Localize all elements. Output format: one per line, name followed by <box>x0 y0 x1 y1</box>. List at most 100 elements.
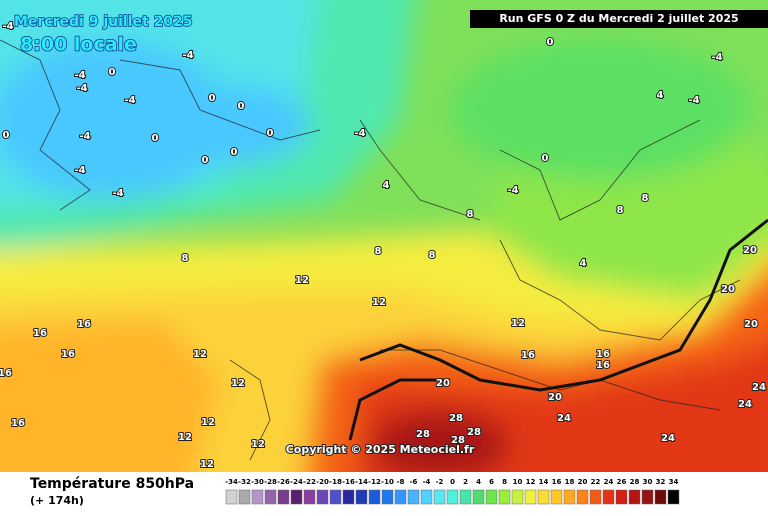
contour-label: 24 <box>661 433 675 444</box>
contour-label: 24 <box>738 399 752 410</box>
legend-swatch <box>277 489 290 505</box>
lead-time: (+ 174h) <box>30 494 84 507</box>
contour-label: 0 <box>209 93 216 104</box>
legend-tick-label: 16 <box>552 478 562 486</box>
legend-tick-label: 20 <box>578 478 588 486</box>
legend-swatch <box>329 489 342 505</box>
legend-swatch <box>589 489 602 505</box>
run-banner <box>470 10 768 28</box>
contour-label: -4 <box>74 165 85 176</box>
legend-tick-label: 14 <box>539 478 549 486</box>
legend-tick-label: -12 <box>368 478 381 486</box>
contour-label: 28 <box>416 429 430 440</box>
valid-date: Mercredi 9 juillet 2025 <box>14 14 193 30</box>
contour-label: -4 <box>76 83 87 94</box>
contour-label: 16 <box>596 349 610 360</box>
legend-tick-label: 28 <box>630 478 640 486</box>
legend-tick-label: 34 <box>669 478 679 486</box>
contour-label: 12 <box>178 432 192 443</box>
legend-swatch <box>264 489 277 505</box>
contour-label: 16 <box>11 418 25 429</box>
contour-label: 0 <box>3 130 10 141</box>
legend-swatch <box>238 489 251 505</box>
legend-swatch <box>420 489 433 505</box>
legend-swatch <box>251 489 264 505</box>
contour-label: 0 <box>109 67 116 78</box>
contour-label: 8 <box>642 193 649 204</box>
legend-tick-label: -8 <box>397 478 405 486</box>
contour-label: 0 <box>152 133 159 144</box>
legend-tick-label: -22 <box>303 478 316 486</box>
legend-swatch <box>615 489 628 505</box>
contour-label: 12 <box>372 297 386 308</box>
legend-tick-label: -30 <box>251 478 264 486</box>
legend-swatch <box>576 489 589 505</box>
contour-label: 24 <box>752 382 766 393</box>
color-legend: -34 -32 -30 -28 -26 -24 -22 -20 -18 -16 -14 -12 -10-… <box>225 478 680 505</box>
contour-label: 12 <box>200 459 214 470</box>
legend-swatch <box>303 489 316 505</box>
contour-label: -4 <box>79 131 90 142</box>
legend-swatch <box>446 489 459 505</box>
contour-label: -4 <box>2 21 13 32</box>
contour-label: 4 <box>580 258 587 269</box>
contour-label: 0 <box>202 155 209 166</box>
legend-tick-label: -24 <box>290 478 303 486</box>
legend-swatch <box>667 489 680 505</box>
contour-label: 8 <box>617 205 624 216</box>
legend-tick-label: -26 <box>277 478 290 486</box>
contour-label: -4 <box>182 50 193 61</box>
contour-label: 0 <box>231 147 238 158</box>
footer-title: Température 850hPa <box>30 476 194 492</box>
contour-label: -4 <box>124 95 135 106</box>
legend-tick-label: -4 <box>423 478 431 486</box>
legend-swatch <box>485 489 498 505</box>
contour-label: 4 <box>383 180 390 191</box>
legend-swatch <box>563 489 576 505</box>
legend-swatch <box>316 489 329 505</box>
legend-swatch <box>355 489 368 505</box>
contour-label: 12 <box>251 439 265 450</box>
legend-tick-label: -32 <box>238 478 251 486</box>
contour-label: 12 <box>231 378 245 389</box>
legend-swatch <box>407 489 420 505</box>
legend-swatch <box>498 489 511 505</box>
legend-tick-label: 4 <box>476 478 481 486</box>
legend-tick-label: 26 <box>617 478 627 486</box>
contour-label: -4 <box>688 95 699 106</box>
legend-tick-label: 6 <box>489 478 494 486</box>
copyright: Copyright © 2025 Meteociel.fr <box>286 443 475 456</box>
contour-label: 20 <box>744 319 758 330</box>
legend-tick-label: 8 <box>502 478 507 486</box>
contour-label: 16 <box>61 349 75 360</box>
legend-swatch <box>368 489 381 505</box>
contour-label: -4 <box>711 52 722 63</box>
contour-label: 28 <box>451 435 465 446</box>
legend-tick-label: -18 <box>329 478 342 486</box>
legend-swatch <box>433 489 446 505</box>
legend-tick-label: -14 <box>355 478 368 486</box>
legend-swatch <box>459 489 472 505</box>
legend-tick-label: -28 <box>264 478 277 486</box>
legend-swatch <box>290 489 303 505</box>
legend-tick-label: -34 <box>225 478 238 486</box>
contour-label: 8 <box>429 250 436 261</box>
legend-swatch <box>342 489 355 505</box>
contour-label: 0 <box>267 128 274 139</box>
legend-swatch <box>654 489 667 505</box>
contour-label: 0 <box>542 153 549 164</box>
contour-label: 0 <box>238 101 245 112</box>
legend-tick-label: 22 <box>591 478 601 486</box>
legend-tick-label: 12 <box>526 478 536 486</box>
legend-swatch <box>524 489 537 505</box>
legend-swatch <box>511 489 524 505</box>
legend-tick-label: 0 <box>450 478 455 486</box>
contour-label: 28 <box>449 413 463 424</box>
contour-label: 16 <box>596 360 610 371</box>
contour-label: 4 <box>657 90 664 101</box>
contour-label: 8 <box>182 253 189 264</box>
contour-labels: -4 -4 -4 -4 -4 -4 -4 -4 -4 -4 -4 -4 0 0 0 0 0 0 0 0 0 0 4 4 4 8 8 8… <box>0 20 767 471</box>
contour-label: 20 <box>721 284 735 295</box>
legend-swatch <box>537 489 550 505</box>
